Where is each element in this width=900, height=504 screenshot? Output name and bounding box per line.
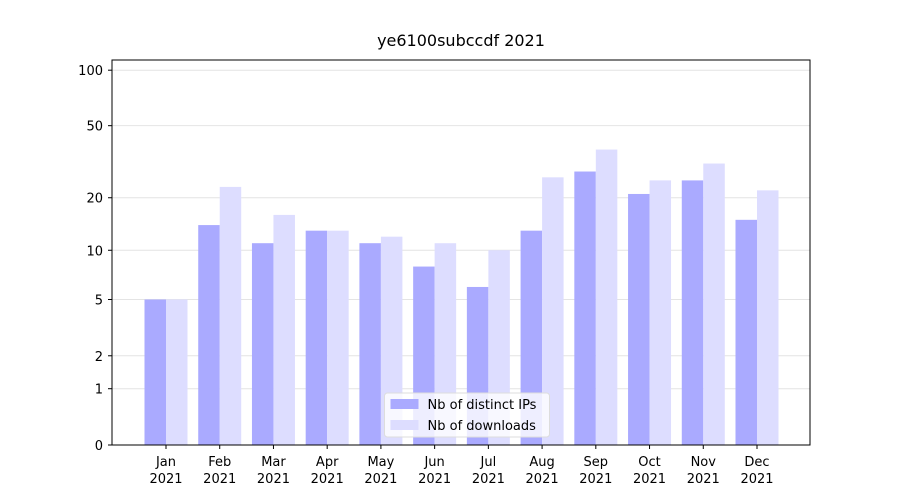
- legend-swatch: [390, 399, 419, 409]
- y-tick-label: 50: [86, 120, 103, 135]
- x-tick-label: Jul 2021: [472, 455, 505, 487]
- bar: [735, 219, 757, 445]
- x-tick-label: Mar 2021: [257, 455, 290, 487]
- bar: [542, 177, 564, 445]
- bar: [681, 180, 704, 446]
- x-tick-label: May 2021: [364, 455, 397, 487]
- bar: [628, 193, 650, 445]
- x-tick-label: Jan 2021: [149, 455, 182, 487]
- legend-box: [384, 392, 550, 438]
- plot-frame: [111, 59, 811, 446]
- bar: [649, 180, 672, 446]
- bar: [327, 230, 349, 445]
- x-tick-label: Jun 2021: [418, 455, 451, 487]
- bar: [144, 299, 166, 445]
- legend-swatch: [390, 420, 419, 430]
- y-tick-label: 20: [86, 192, 103, 207]
- x-tick-label: Apr 2021: [311, 455, 344, 487]
- x-tick-label: Feb 2021: [203, 455, 236, 487]
- bar: [574, 171, 596, 445]
- y-tick-label: 0: [95, 439, 103, 454]
- x-tick-label: Dec 2021: [740, 455, 773, 487]
- legend-label: Nb of downloads: [428, 419, 537, 434]
- bar: [251, 243, 274, 445]
- y-tick-label: 2: [95, 350, 103, 365]
- y-tick-label: 100: [78, 64, 103, 79]
- bar: [757, 190, 779, 445]
- bar: [166, 299, 188, 445]
- chart-title: ye6100subccdf 2021: [377, 31, 545, 50]
- y-tick-label: 1: [95, 383, 103, 398]
- bar: [595, 149, 618, 445]
- x-tick-label: Aug 2021: [526, 455, 559, 487]
- x-tick-label: Oct 2021: [633, 455, 666, 487]
- bar: [273, 214, 295, 445]
- bar: [305, 230, 328, 445]
- bar: [219, 186, 242, 445]
- legend-label: Nb of distinct IPs: [428, 398, 537, 413]
- bar: [703, 163, 725, 445]
- x-tick-label: Nov 2021: [687, 455, 720, 487]
- y-tick-label: 10: [86, 244, 103, 259]
- bar: [198, 225, 220, 445]
- bar: [520, 230, 543, 445]
- x-tick-label: Sep 2021: [579, 455, 612, 487]
- y-tick-label: 5: [95, 293, 103, 308]
- bar: [359, 243, 381, 445]
